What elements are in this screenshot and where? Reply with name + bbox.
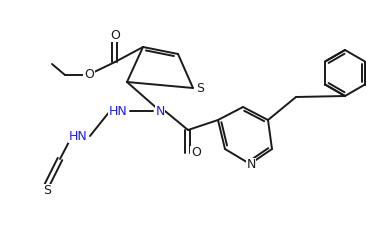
Text: O: O <box>84 68 94 81</box>
Text: O: O <box>110 28 120 41</box>
Text: S: S <box>43 184 51 197</box>
Text: HN: HN <box>109 105 127 118</box>
Text: O: O <box>191 146 201 160</box>
Text: S: S <box>196 82 204 95</box>
Text: HN: HN <box>69 129 87 142</box>
Text: N: N <box>246 159 256 172</box>
Text: N: N <box>155 105 165 118</box>
